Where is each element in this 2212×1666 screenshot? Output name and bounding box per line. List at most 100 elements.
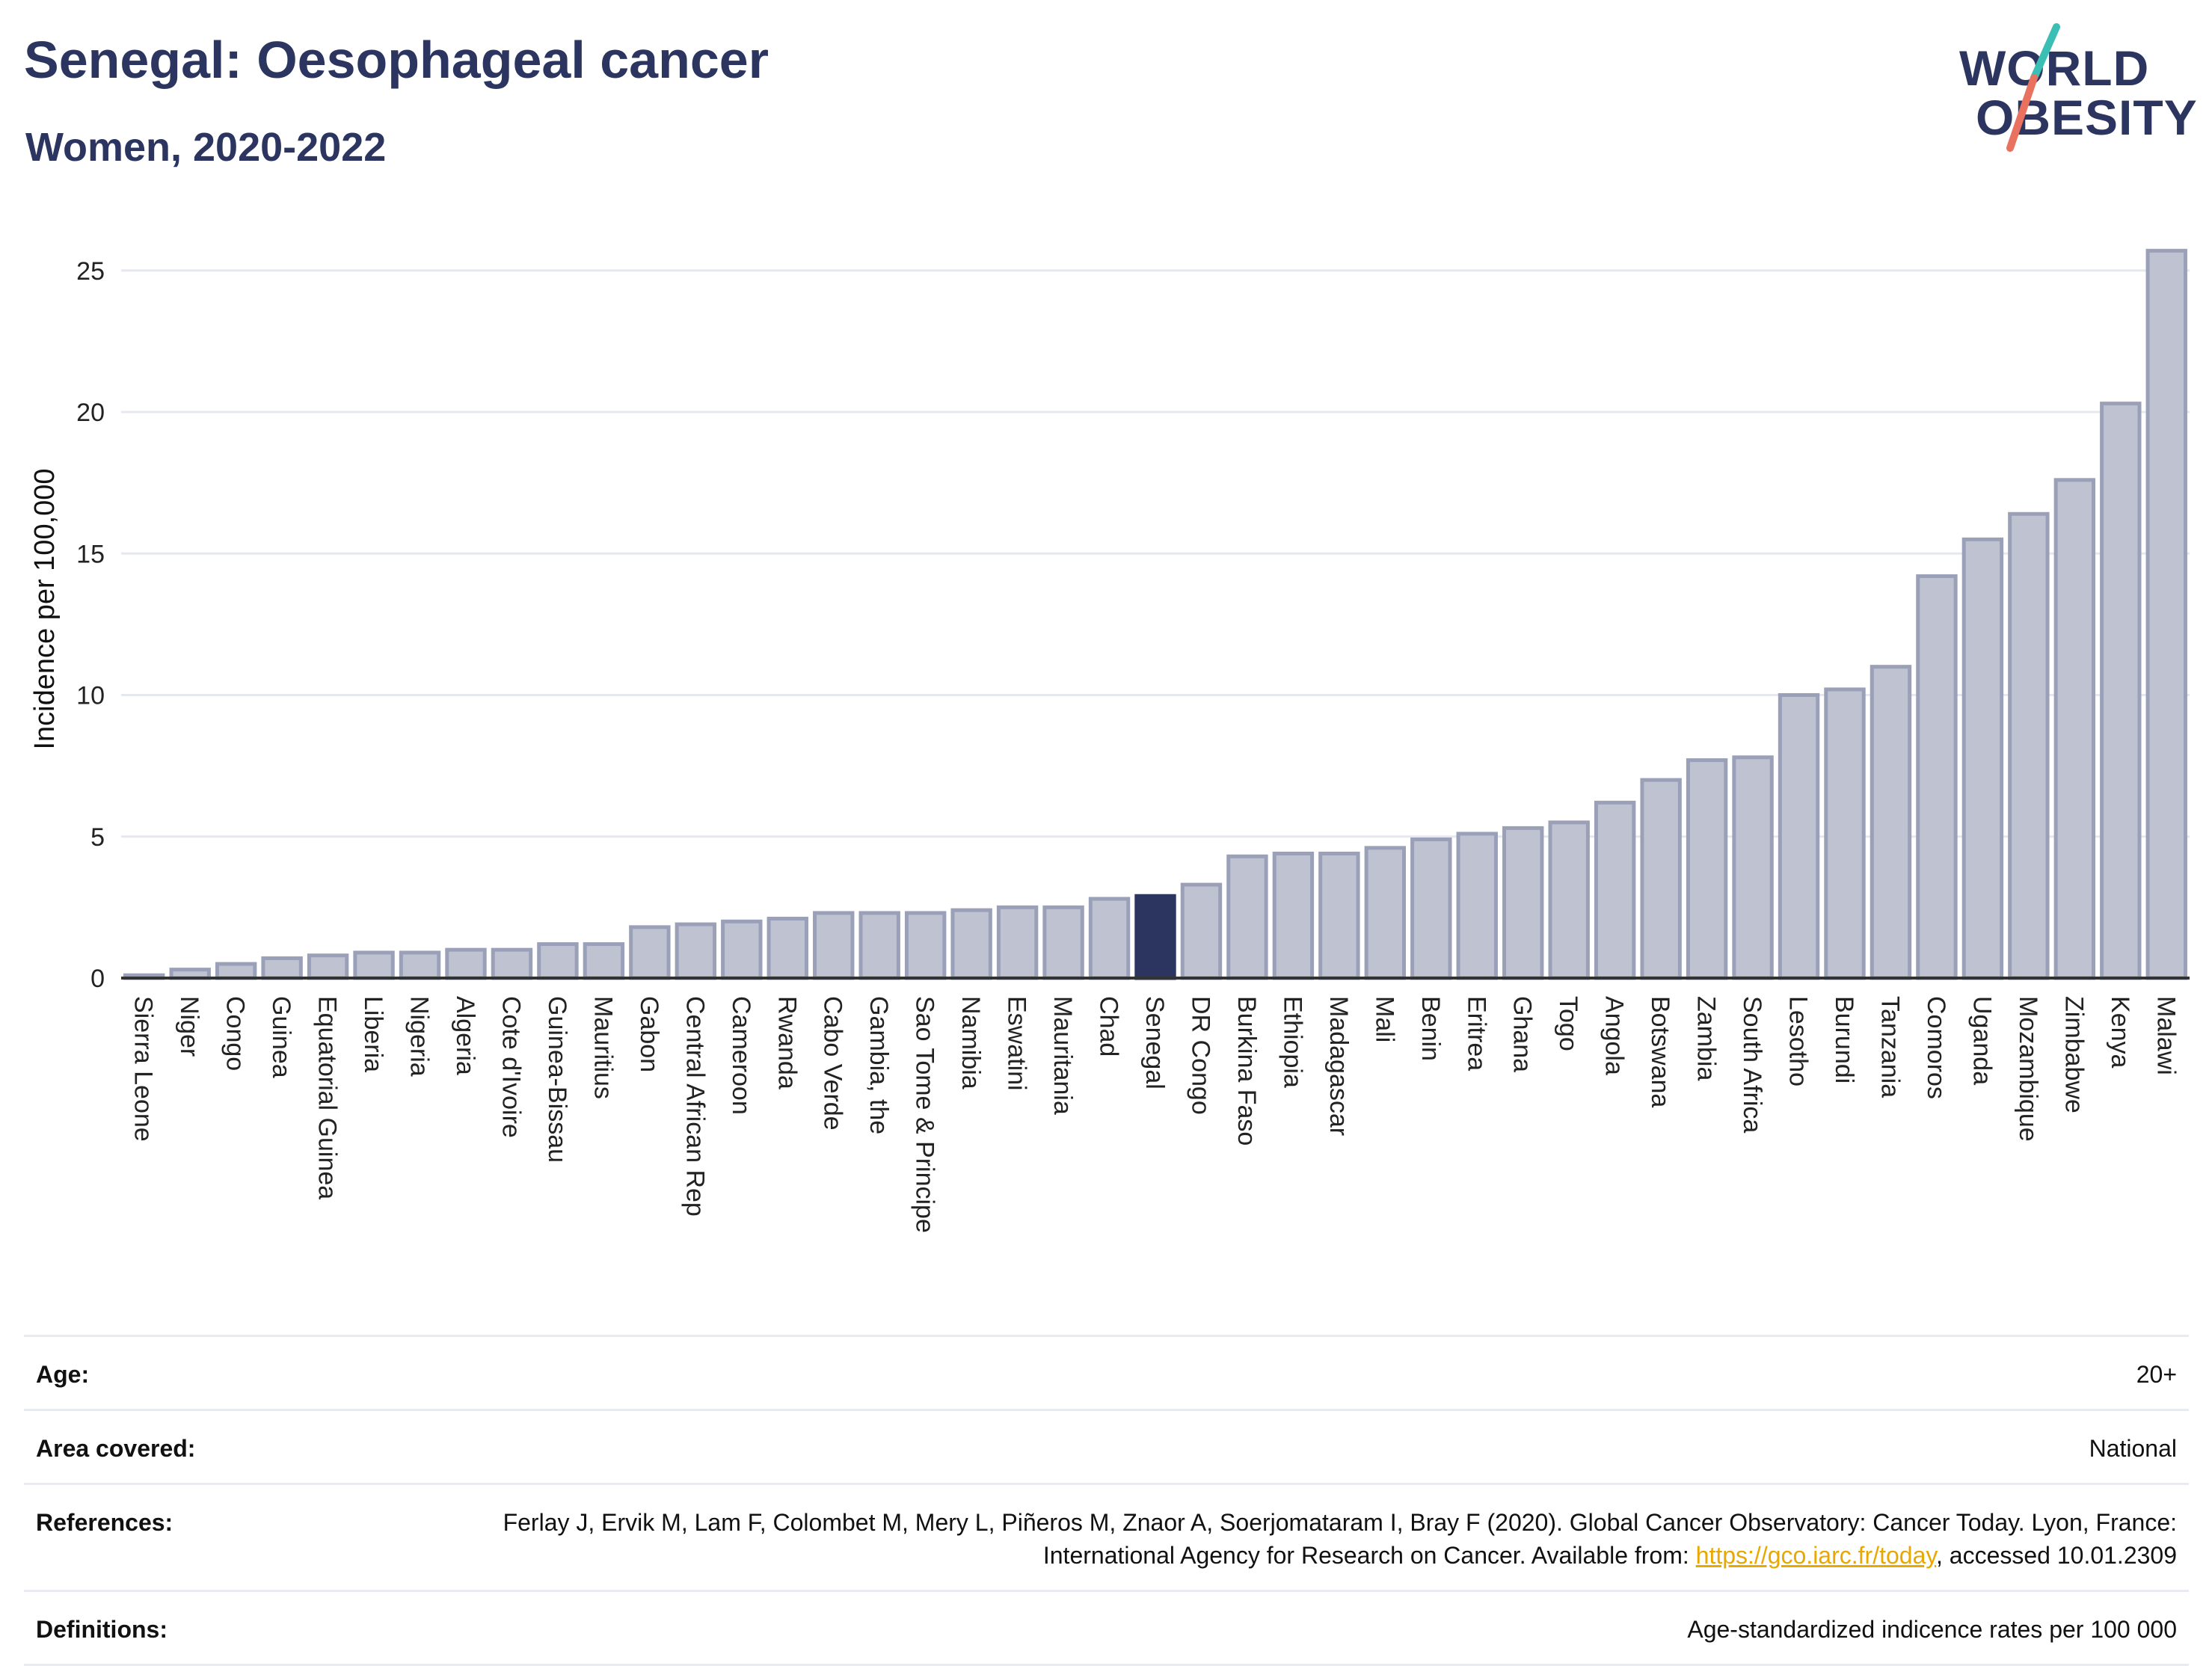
bar-ghana xyxy=(1502,826,1544,980)
x-tick-label: Central African Rep xyxy=(681,996,709,1217)
x-tick-label: Chad xyxy=(1095,996,1123,1057)
y-tick-label: 20 xyxy=(76,399,105,427)
bar-ethiopia xyxy=(1272,851,1315,980)
x-tick-label: Ghana xyxy=(1508,996,1537,1072)
bar-botswana xyxy=(1640,778,1682,980)
x-tick-label: Algeria xyxy=(451,996,479,1075)
meta-row-age: Age: 20+ xyxy=(24,1335,2189,1409)
bar-gabon xyxy=(629,925,671,980)
x-tick-label: DR Congo xyxy=(1186,996,1214,1115)
bar-mali xyxy=(1364,846,1407,980)
bar-angola xyxy=(1594,800,1636,980)
meta-row-references: References: Ferlay J, Ervik M, Lam F, Co… xyxy=(24,1483,2189,1590)
bar-guinea-bissau xyxy=(537,942,579,980)
x-tick-label: Gambia, the xyxy=(864,996,893,1134)
area-label: Area covered: xyxy=(36,1435,196,1462)
bar-eswatini xyxy=(996,905,1039,980)
age-value: 20+ xyxy=(2136,1361,2177,1388)
chart-subtitle: Women, 2020-2022 xyxy=(25,125,387,170)
logo-slash-icon xyxy=(2006,23,2060,152)
world-obesity-logo: WORLD OBESITY xyxy=(1944,22,2199,157)
age-label: Age: xyxy=(36,1361,90,1388)
x-tick-label: Burkina Faso xyxy=(1232,996,1261,1146)
x-tick-label: Burundi xyxy=(1830,996,1858,1083)
x-tick-label: Comoros xyxy=(1922,996,1950,1099)
x-tick-label: Nigeria xyxy=(405,996,434,1077)
meta-row-area: Area covered: National xyxy=(24,1409,2189,1483)
references-value: Ferlay J, Ervik M, Lam F, Colombet M, Me… xyxy=(420,1506,2177,1572)
x-tick-label: Namibia xyxy=(956,996,985,1089)
references-accessed: , accessed 10.01.2309 xyxy=(1935,1542,2177,1569)
bar-gambia-the xyxy=(858,911,900,980)
references-text: Ferlay J, Ervik M, Lam F, Colombet M, Me… xyxy=(503,1509,2177,1569)
bar-kenya xyxy=(2100,402,2142,980)
metadata-table: Age: 20+ Area covered: National Referenc… xyxy=(24,1335,2189,1666)
references-link[interactable]: https://gco.iarc.fr/today xyxy=(1695,1542,1936,1569)
x-tick-label: Mauritius xyxy=(589,996,617,1099)
x-tick-label: South Africa xyxy=(1738,996,1766,1133)
y-tick-label: 25 xyxy=(76,257,105,286)
bar-namibia xyxy=(950,908,992,980)
x-tick-label: Senegal xyxy=(1140,996,1169,1089)
x-tick-label: Lesotho xyxy=(1784,996,1813,1086)
bar-burkina-faso xyxy=(1226,854,1268,980)
bar-guinea xyxy=(261,956,303,980)
references-label: References: xyxy=(36,1509,173,1536)
x-tick-label: Ethiopia xyxy=(1278,996,1306,1088)
y-axis-ticks: 0 5 10 15 20 25 xyxy=(76,257,105,993)
bar-cabo-verde xyxy=(813,911,855,980)
bar-mauritius xyxy=(583,942,625,980)
y-tick-label: 15 xyxy=(76,540,105,568)
bar-eritrea xyxy=(1456,832,1498,980)
bar-dr-congo xyxy=(1180,882,1223,980)
x-tick-label: Cameroon xyxy=(727,996,755,1115)
bar-lesotho xyxy=(1778,693,1820,980)
x-tick-label: Guinea-Bissau xyxy=(543,996,571,1163)
x-tick-label: Uganda xyxy=(1967,996,1996,1085)
x-tick-label: Cote d'Ivoire xyxy=(497,996,525,1138)
bar-chart: 0 5 10 15 20 25 Sierra Leone Niger Congo Guinea E… xyxy=(29,248,2190,1233)
y-tick-label: 0 xyxy=(90,965,105,993)
bar-cote-d-ivoire xyxy=(491,947,533,980)
bar-cameroon xyxy=(721,919,763,980)
definitions-value: Age-standardized indicence rates per 100… xyxy=(1687,1616,2177,1643)
x-tick-label: Malawi xyxy=(2151,996,2180,1075)
x-tick-label: Togo xyxy=(1554,996,1582,1051)
x-tick-label: Cabo Verde xyxy=(819,996,847,1131)
chart-title: Senegal: Oesophageal cancer xyxy=(24,31,769,89)
bar-nigeria xyxy=(399,950,441,980)
x-tick-label: Kenya xyxy=(2106,996,2134,1068)
bar-liberia xyxy=(353,950,395,980)
x-tick-label: Liberia xyxy=(359,996,387,1072)
x-tick-label: Guinea xyxy=(267,996,295,1078)
bar-zambia xyxy=(1686,758,1728,980)
x-tick-label: Mali xyxy=(1370,996,1398,1042)
x-tick-label: Gabon xyxy=(635,996,663,1072)
bar-central-african-rep xyxy=(675,922,717,980)
x-tick-label: Equatorial Guinea xyxy=(313,996,342,1199)
bar-mauritania xyxy=(1042,905,1084,980)
x-tick-label: Zambia xyxy=(1692,996,1721,1081)
x-tick-label: Niger xyxy=(175,996,203,1057)
bar-south-africa xyxy=(1732,755,1774,980)
bar-malawi xyxy=(2145,248,2187,980)
x-tick-label: Eritrea xyxy=(1462,996,1490,1071)
bar-zimbabwe xyxy=(2053,478,2096,980)
bar-madagascar xyxy=(1318,851,1360,980)
y-tick-label: 10 xyxy=(76,682,105,710)
x-tick-label: Madagascar xyxy=(1324,996,1353,1136)
bar-senegal xyxy=(1134,894,1176,980)
bar-togo xyxy=(1548,820,1590,980)
x-tick-label: Congo xyxy=(221,996,250,1071)
x-tick-label: Angola xyxy=(1600,996,1629,1075)
x-tick-label: Benin xyxy=(1416,996,1445,1061)
x-tick-label: Zimbabwe xyxy=(2059,996,2088,1113)
x-axis-ticks: Sierra Leone Niger Congo Guinea Equatorial G… xyxy=(129,996,2181,1233)
bar-sao-tome-principe xyxy=(904,911,947,980)
definitions-label: Definitions: xyxy=(36,1616,168,1643)
bars xyxy=(123,248,2187,980)
bar-equatorial-guinea xyxy=(307,953,349,980)
bar-comoros xyxy=(1916,574,1958,980)
x-tick-label: Mauritania xyxy=(1048,996,1077,1115)
area-value: National xyxy=(2089,1435,2177,1462)
